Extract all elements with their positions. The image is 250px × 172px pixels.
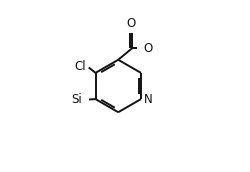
- Text: N: N: [144, 93, 152, 106]
- Text: O: O: [126, 18, 136, 30]
- Text: O: O: [144, 42, 153, 55]
- Text: Si: Si: [72, 93, 82, 106]
- Text: Cl: Cl: [74, 60, 86, 73]
